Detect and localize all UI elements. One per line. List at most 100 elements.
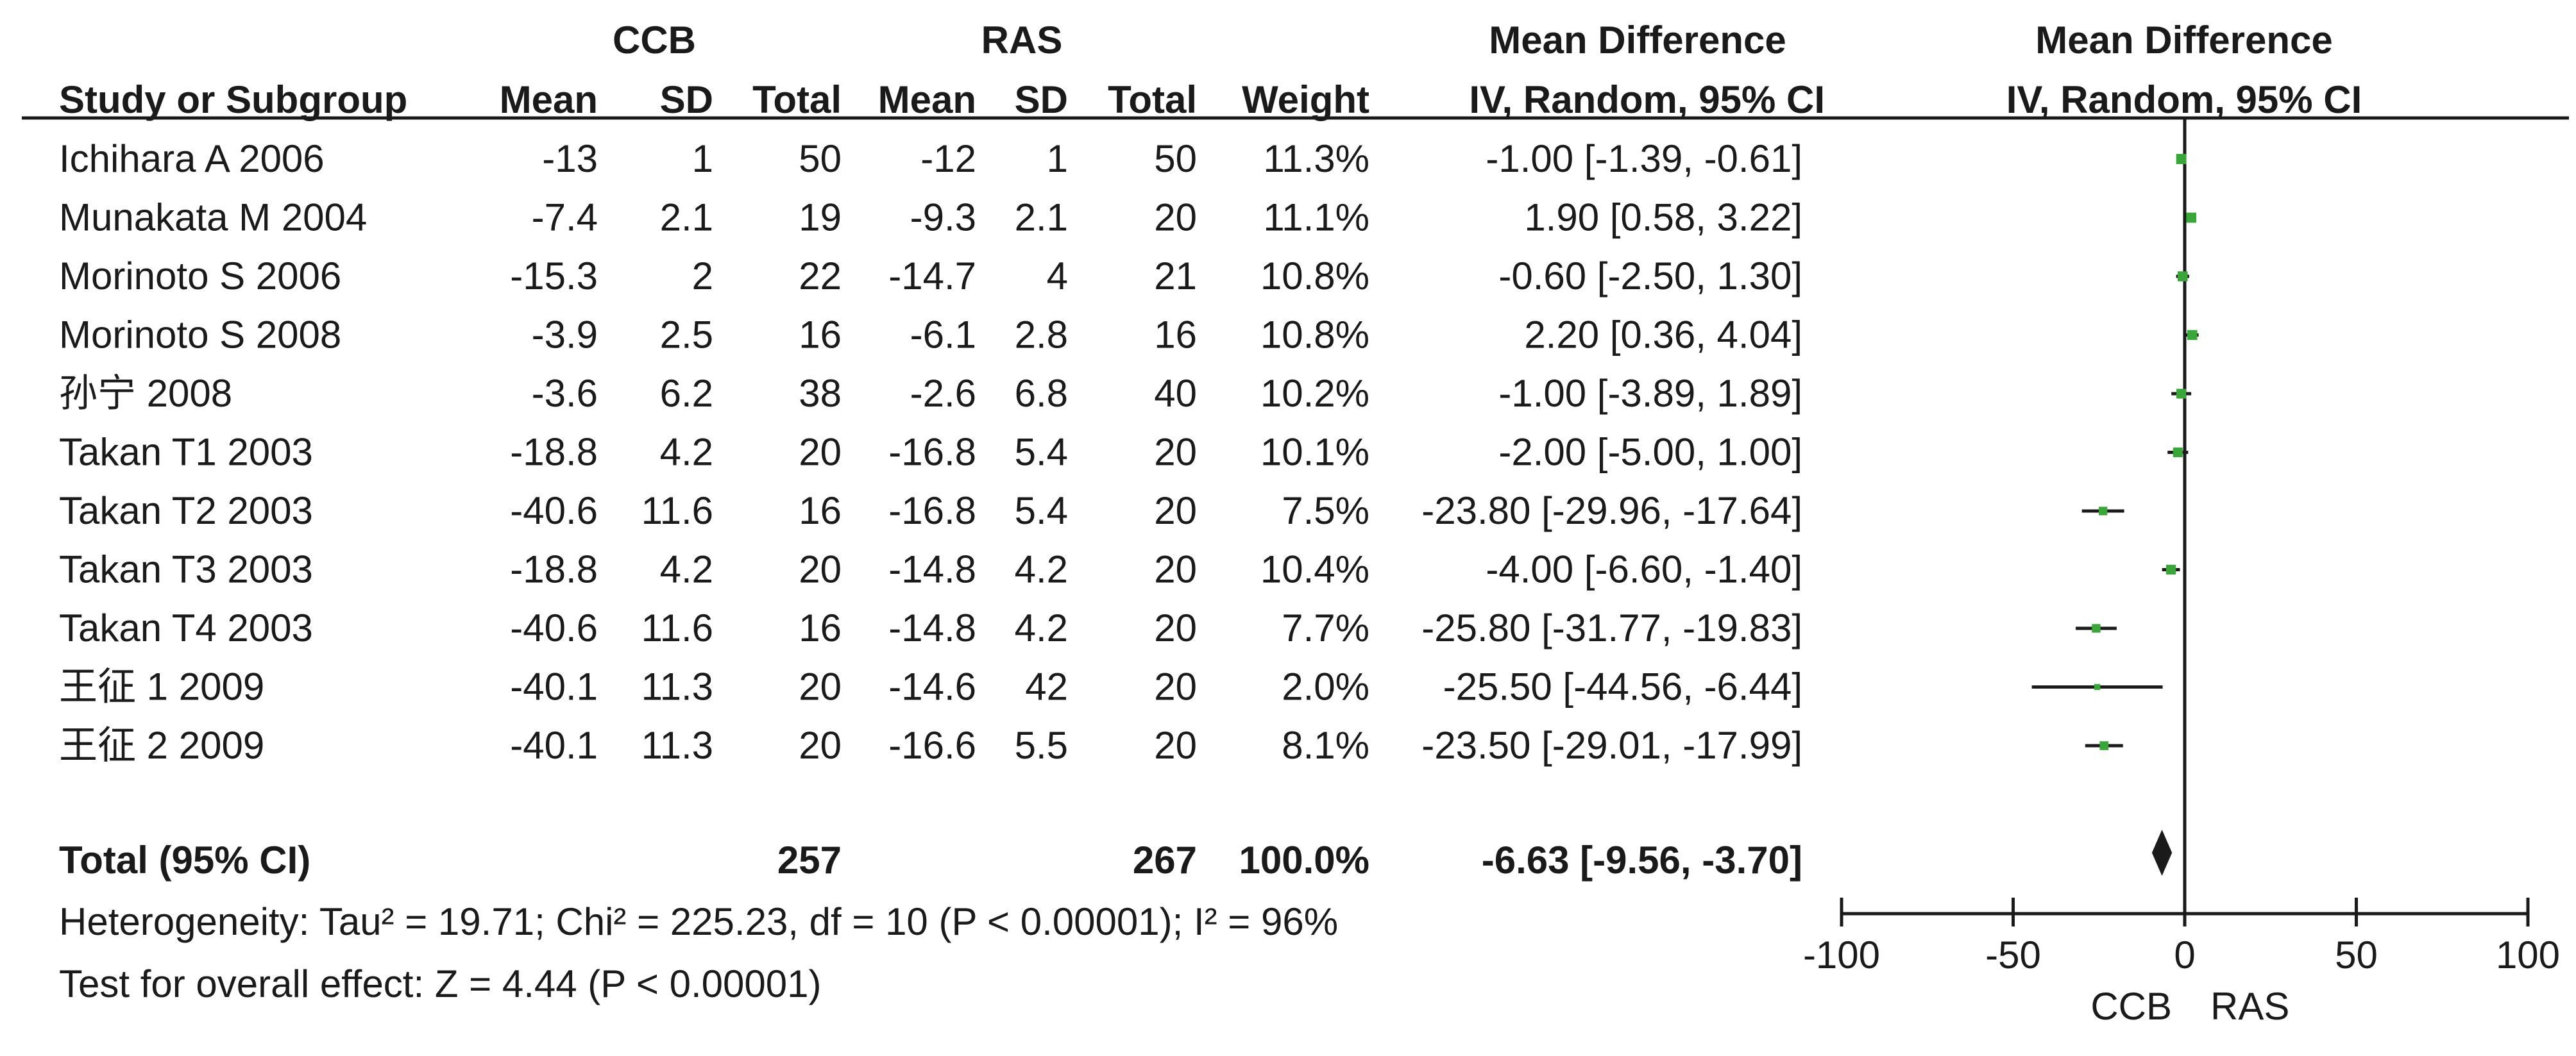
ras-total: 21 — [1154, 255, 1197, 298]
study-name: Munakata M 2004 — [59, 196, 367, 239]
study-marker — [2092, 624, 2101, 633]
header-ras-sd: SD — [1015, 78, 1068, 121]
mean-difference-ci: -23.50 [-29.01, -17.99] — [1421, 724, 1802, 767]
mean-difference-ci: -1.00 [-3.89, 1.89] — [1498, 372, 1802, 415]
ccb-mean: -3.9 — [532, 314, 598, 356]
total-ci: -6.63 [-9.56, -3.70] — [1482, 839, 1802, 882]
ccb-mean: -13 — [542, 137, 598, 180]
header-study: Study or Subgroup — [59, 78, 407, 121]
ras-total: 20 — [1154, 489, 1197, 532]
ras-total: 16 — [1154, 314, 1197, 356]
ccb-sd: 11.6 — [641, 489, 713, 532]
study-marker — [2186, 212, 2197, 223]
study-name: Ichihara A 2006 — [59, 137, 325, 180]
ras-sd: 2.8 — [1015, 314, 1068, 356]
ras-sd: 5.4 — [1015, 489, 1068, 532]
ccb-total: 22 — [799, 255, 842, 298]
study-marker — [2176, 154, 2187, 164]
study-rows: Ichihara A 2006 -13 1 50 -12 1 50 11.3% -1.00 [-… — [59, 137, 1802, 767]
x-axis-ticks: -100 -50 0 50 100 — [1803, 898, 2560, 976]
x-tick-label: 0 — [2174, 934, 2195, 976]
ras-sd: 6.8 — [1015, 372, 1068, 415]
study-name: Takan T4 2003 — [59, 607, 313, 650]
plot-area: -100 -50 0 50 100 CCB RAS — [1803, 119, 2560, 1028]
ccb-sd: 2.1 — [660, 196, 713, 239]
ccb-sd: 11.6 — [641, 607, 713, 650]
ccb-total: 20 — [799, 724, 842, 767]
ras-mean: -16.8 — [888, 489, 976, 532]
ccb-sd: 4.2 — [660, 431, 713, 474]
study-marker — [2165, 564, 2176, 575]
heterogeneity-text: Heterogeneity: Tau² = 19.71; Chi² = 225.… — [59, 900, 1338, 943]
weight: 10.8% — [1260, 314, 1369, 356]
ras-sd: 4.2 — [1015, 607, 1068, 650]
header-method-left: IV, Random, 95% CI — [1469, 78, 1825, 121]
ccb-sd: 1 — [692, 137, 713, 180]
ras-total: 20 — [1154, 196, 1197, 239]
mean-difference-ci: -23.80 [-29.96, -17.64] — [1421, 489, 1802, 532]
ras-mean: -16.8 — [888, 431, 976, 474]
ras-total: 20 — [1154, 607, 1197, 650]
mean-difference-ci: 1.90 [0.58, 3.22] — [1524, 196, 1802, 239]
ccb-total: 16 — [799, 314, 842, 356]
ccb-sd: 11.3 — [641, 724, 713, 767]
table-row: 王征 2 2009 -40.1 11.3 20 -16.6 5.5 20 8.1% -23.50… — [59, 724, 1802, 767]
ccb-sd: 6.2 — [660, 372, 713, 415]
weight: 8.1% — [1282, 724, 1369, 767]
study-marker — [2094, 683, 2101, 691]
ccb-mean: -7.4 — [532, 196, 598, 239]
ccb-mean: -40.6 — [510, 607, 598, 650]
weight: 10.8% — [1260, 255, 1369, 298]
ras-total: 20 — [1154, 548, 1197, 591]
ras-total: 50 — [1154, 137, 1197, 180]
ccb-sd: 2.5 — [660, 314, 713, 356]
ccb-total: 20 — [799, 548, 842, 591]
ras-sd: 5.5 — [1015, 724, 1068, 767]
weight: 10.2% — [1260, 372, 1369, 415]
ras-mean: -12 — [920, 137, 976, 180]
ccb-sd: 11.3 — [641, 666, 713, 708]
ccb-total: 38 — [799, 372, 842, 415]
ras-mean: -6.1 — [910, 314, 976, 356]
ras-mean: -14.7 — [888, 255, 976, 298]
ras-total: 20 — [1154, 431, 1197, 474]
weight: 7.5% — [1282, 489, 1369, 532]
header-ccb-total: Total — [752, 78, 842, 121]
study-marker — [2187, 330, 2198, 340]
ccb-mean: -18.8 — [510, 548, 598, 591]
mean-difference-ci: 2.20 [0.36, 4.04] — [1524, 314, 1802, 356]
study-name: 王征 1 2009 — [59, 666, 264, 708]
ccb-sd: 2 — [692, 255, 713, 298]
table-row: Takan T4 2003 -40.6 11.6 16 -14.8 4.2 20 7.7% -2… — [59, 607, 1802, 650]
study-name: 王征 2 2009 — [59, 724, 264, 767]
weight: 11.1% — [1263, 196, 1369, 239]
ccb-total: 20 — [799, 431, 842, 474]
ccb-total: 16 — [799, 607, 842, 650]
table-row: Takan T1 2003 -18.8 4.2 20 -16.8 5.4 20 10.1% -2… — [59, 431, 1802, 474]
favours-right-label: RAS — [2210, 985, 2289, 1028]
ras-mean: -14.8 — [888, 607, 976, 650]
header-mean-difference-left: Mean Difference — [1489, 19, 1786, 62]
header-group-ccb: CCB — [613, 19, 696, 62]
mean-difference-ci: -0.60 [-2.50, 1.30] — [1498, 255, 1802, 298]
study-marker — [2178, 271, 2188, 281]
ccb-total: 20 — [799, 666, 842, 708]
ras-total: 20 — [1154, 666, 1197, 708]
weight: 10.4% — [1260, 548, 1369, 591]
ras-mean: -2.6 — [910, 372, 976, 415]
ccb-total: 16 — [799, 489, 842, 532]
x-tick-label: -100 — [1803, 934, 1880, 976]
ccb-mean: -15.3 — [510, 255, 598, 298]
study-name: Takan T1 2003 — [59, 431, 313, 474]
ras-mean: -14.6 — [888, 666, 976, 708]
header-weight: Weight — [1242, 78, 1369, 121]
ras-total: 20 — [1154, 724, 1197, 767]
ccb-mean: -40.1 — [510, 666, 598, 708]
weight: 10.1% — [1260, 431, 1369, 474]
mean-difference-ci: -25.50 [-44.56, -6.44] — [1443, 666, 1802, 708]
table-row: 孙宁 2008 -3.6 6.2 38 -2.6 6.8 40 10.2% -1.00 [-3.… — [59, 372, 1802, 415]
overall-effect-text: Test for overall effect: Z = 4.44 (P < 0… — [59, 962, 821, 1005]
header-ccb-sd: SD — [660, 78, 713, 121]
weight: 7.7% — [1282, 607, 1369, 650]
total-ras-n: 267 — [1133, 839, 1197, 882]
